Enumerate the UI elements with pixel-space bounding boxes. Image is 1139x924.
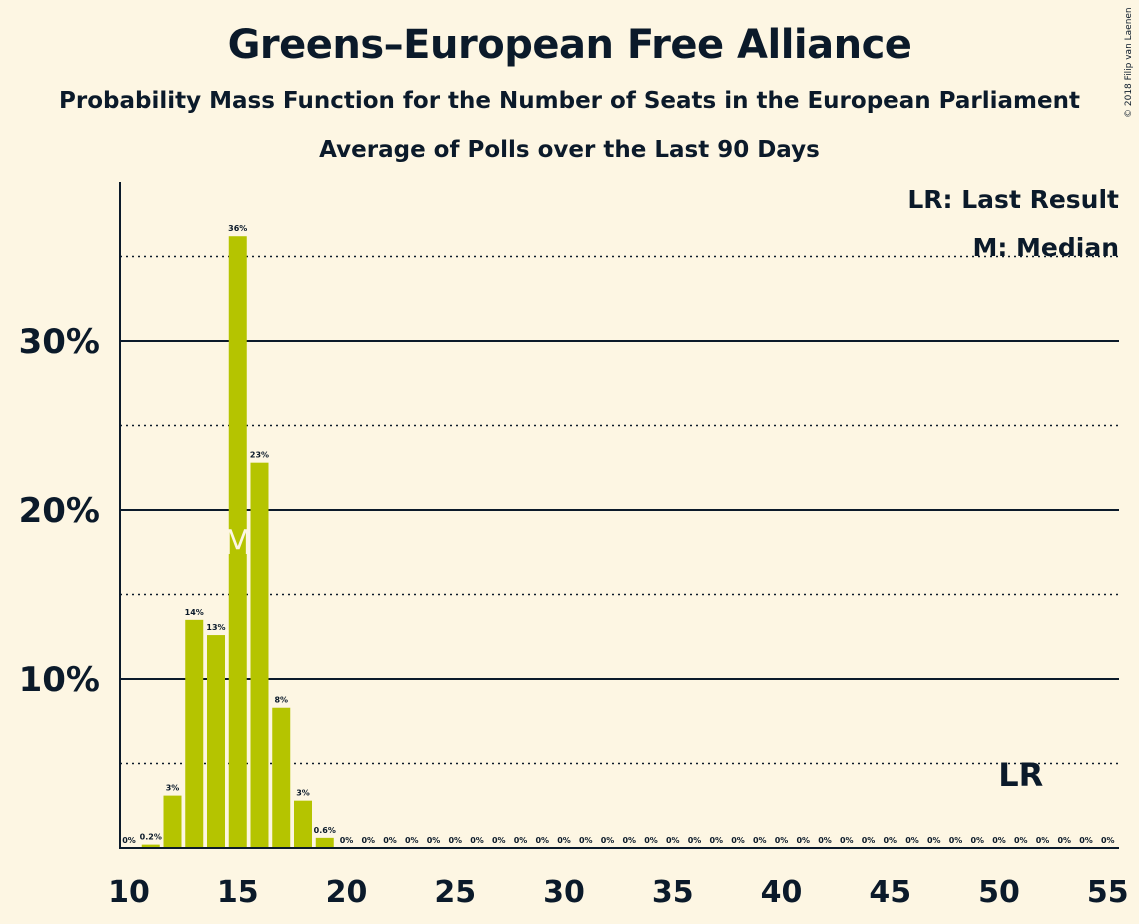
bar-16 bbox=[250, 462, 269, 848]
data-label-44: 0% bbox=[862, 836, 876, 845]
data-label-42: 0% bbox=[818, 836, 832, 845]
data-label-40: 0% bbox=[775, 836, 789, 845]
data-label-54: 0% bbox=[1079, 836, 1093, 845]
data-label-28: 0% bbox=[514, 836, 528, 845]
x-tick-label-20: 20 bbox=[326, 875, 368, 910]
data-label-47: 0% bbox=[927, 836, 941, 845]
data-label-32: 0% bbox=[601, 836, 615, 845]
x-tick-label-45: 45 bbox=[869, 875, 911, 910]
data-label-33: 0% bbox=[622, 836, 636, 845]
data-label-14: 13% bbox=[206, 623, 225, 632]
data-label-41: 0% bbox=[796, 836, 810, 845]
chart-subtitle-secondary: Average of Polls over the Last 90 Days bbox=[319, 137, 820, 163]
x-tick-label-40: 40 bbox=[761, 875, 803, 910]
data-label-19: 0.6% bbox=[314, 826, 336, 835]
data-label-24: 0% bbox=[427, 836, 441, 845]
bar-11 bbox=[141, 844, 160, 848]
data-label-53: 0% bbox=[1057, 836, 1071, 845]
data-label-13: 14% bbox=[185, 608, 204, 617]
y-tick-label-20: 20% bbox=[19, 491, 100, 531]
bar-19 bbox=[315, 837, 334, 848]
data-label-12: 3% bbox=[166, 784, 180, 793]
bar-14 bbox=[207, 635, 225, 848]
data-label-52: 0% bbox=[1036, 836, 1050, 845]
data-label-25: 0% bbox=[448, 836, 462, 845]
bar-17 bbox=[272, 707, 291, 848]
x-tick-label-10: 10 bbox=[108, 875, 150, 910]
data-label-30: 0% bbox=[557, 836, 571, 845]
data-label-21: 0% bbox=[361, 836, 375, 845]
data-label-29: 0% bbox=[535, 836, 549, 845]
data-label-15: 36% bbox=[228, 224, 247, 233]
legend-last-result: LR: Last Result bbox=[907, 185, 1119, 214]
data-label-22: 0% bbox=[383, 836, 397, 845]
x-tick-label-55: 55 bbox=[1087, 875, 1129, 910]
data-label-11: 0.2% bbox=[140, 833, 162, 842]
legend-median: M: Median bbox=[972, 233, 1119, 262]
data-label-49: 0% bbox=[970, 836, 984, 845]
data-label-16: 23% bbox=[250, 451, 269, 460]
chart-title: Greens–European Free Alliance bbox=[227, 22, 912, 68]
y-tick-label-30: 30% bbox=[19, 322, 100, 362]
data-label-27: 0% bbox=[492, 836, 506, 845]
data-label-37: 0% bbox=[709, 836, 723, 845]
bar-15 bbox=[228, 236, 247, 849]
data-label-18: 3% bbox=[296, 789, 310, 798]
x-tick-label-15: 15 bbox=[217, 875, 259, 910]
median-marker: M bbox=[223, 523, 252, 563]
x-tick-label-25: 25 bbox=[434, 875, 476, 910]
bar-18 bbox=[294, 800, 312, 848]
data-label-20: 0% bbox=[340, 836, 354, 845]
data-label-31: 0% bbox=[579, 836, 593, 845]
x-tick-label-50: 50 bbox=[978, 875, 1020, 910]
data-label-10: 0% bbox=[122, 836, 136, 845]
data-label-50: 0% bbox=[992, 836, 1006, 845]
data-label-48: 0% bbox=[949, 836, 963, 845]
last-result-marker: LR bbox=[998, 756, 1043, 794]
x-tick-label-30: 30 bbox=[543, 875, 585, 910]
y-tick-label-10: 10% bbox=[19, 660, 100, 700]
bar-12 bbox=[163, 795, 182, 848]
data-label-34: 0% bbox=[644, 836, 658, 845]
data-label-45: 0% bbox=[883, 836, 897, 845]
data-label-17: 8% bbox=[274, 696, 288, 705]
data-label-55: 0% bbox=[1101, 836, 1115, 845]
bar-13 bbox=[185, 619, 204, 848]
data-label-23: 0% bbox=[405, 836, 419, 845]
data-label-46: 0% bbox=[905, 836, 919, 845]
data-label-36: 0% bbox=[688, 836, 702, 845]
data-label-43: 0% bbox=[840, 836, 854, 845]
x-tick-label-35: 35 bbox=[652, 875, 694, 910]
chart-subtitle: Probability Mass Function for the Number… bbox=[59, 88, 1080, 114]
data-label-38: 0% bbox=[731, 836, 745, 845]
data-label-26: 0% bbox=[470, 836, 484, 845]
data-label-35: 0% bbox=[666, 836, 680, 845]
data-label-51: 0% bbox=[1014, 836, 1028, 845]
data-label-39: 0% bbox=[753, 836, 767, 845]
